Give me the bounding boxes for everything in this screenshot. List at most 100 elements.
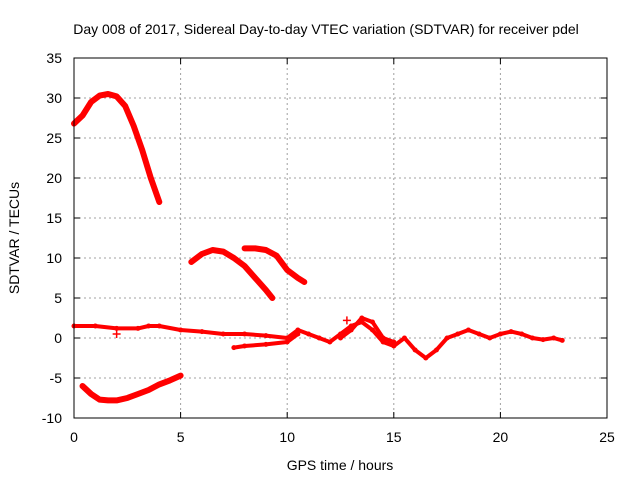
data-point [156,323,162,329]
data-series [71,91,565,404]
x-tick-label: 10 [279,429,295,445]
data-point [423,355,429,361]
data-point [263,247,269,253]
data-point [199,329,205,335]
data-point [97,397,103,403]
data-point [124,395,130,401]
data-point [92,323,98,329]
x-tick-label: 25 [599,429,615,445]
data-point [178,327,184,333]
y-axis-label: SDTVAR / TECUs [6,182,22,294]
data-point [529,335,535,341]
data-point [252,245,258,251]
data-point [122,103,128,109]
data-point [338,335,343,341]
data-point [105,397,111,403]
data-point [369,319,375,325]
data-markers [112,316,351,338]
y-tick-label: -5 [50,370,63,386]
data-point [210,247,216,253]
data-point [97,93,103,99]
plot-frame [73,57,608,419]
data-point [455,331,461,337]
data-point [80,383,86,389]
chart-title: Day 008 of 2017, Sidereal Day-to-day VTE… [73,21,579,37]
data-point [380,339,386,345]
data-point [242,263,248,269]
data-point [199,251,205,257]
y-tick-label: 35 [46,50,62,66]
data-point [242,245,248,251]
data-point [519,331,525,337]
data-point [156,199,162,205]
data-point [80,113,86,119]
data-point [188,259,194,265]
data-point [274,253,280,259]
data-point [508,329,514,335]
data-point [433,347,439,353]
plus-marker [112,330,121,338]
x-axis-label: GPS time / hours [287,457,394,473]
data-point [146,323,152,329]
data-point [284,339,290,345]
data-point [295,275,301,281]
data-point [146,387,152,393]
data-point [444,335,450,341]
data-point [135,325,141,331]
data-point [242,343,248,349]
y-tick-label: 10 [46,250,62,266]
data-point [242,331,248,337]
data-point [220,249,226,255]
data-point [306,331,312,337]
data-point [391,343,397,349]
data-point [380,335,386,341]
data-point [263,287,269,293]
x-tick-label: 15 [386,429,402,445]
data-point [348,327,354,333]
data-point [391,339,397,345]
x-axis-ticks: 0 5 10 15 20 25 [70,58,615,445]
data-point [263,341,269,347]
data-point [412,347,418,353]
data-point [88,391,94,397]
data-point [156,381,162,387]
x-tick-label: 0 [70,429,78,445]
data-point [540,337,546,343]
series-arc-4 [79,372,184,404]
data-point [497,331,503,337]
data-point [284,267,290,273]
series-band-3 [338,316,396,344]
data-point [114,325,120,331]
data-point [327,339,333,345]
y-tick-label: 25 [46,130,62,146]
data-point [105,91,111,97]
data-point [465,327,471,333]
data-point [551,335,557,341]
data-point [359,315,365,321]
data-point [369,327,375,333]
data-point [295,327,301,333]
data-point [487,335,493,341]
data-point [476,331,482,337]
data-point [148,175,154,181]
data-point [131,123,137,129]
data-point [263,333,269,339]
data-point [231,345,237,351]
series-arc-1 [71,91,163,205]
x-tick-label: 5 [177,429,185,445]
data-point [252,275,258,281]
y-tick-label: 20 [46,170,62,186]
y-tick-label: 30 [46,90,62,106]
data-point [301,279,307,285]
data-point [88,99,94,105]
y-tick-label: 5 [54,290,62,306]
y-axis-ticks: -10 -5 0 5 10 15 20 25 30 35 [42,50,607,426]
data-point [220,331,226,337]
data-point [559,337,565,343]
data-point [139,147,145,153]
y-tick-label: 15 [46,210,62,226]
data-point [401,335,407,341]
y-tick-label: -10 [42,410,62,426]
data-point [135,391,141,397]
